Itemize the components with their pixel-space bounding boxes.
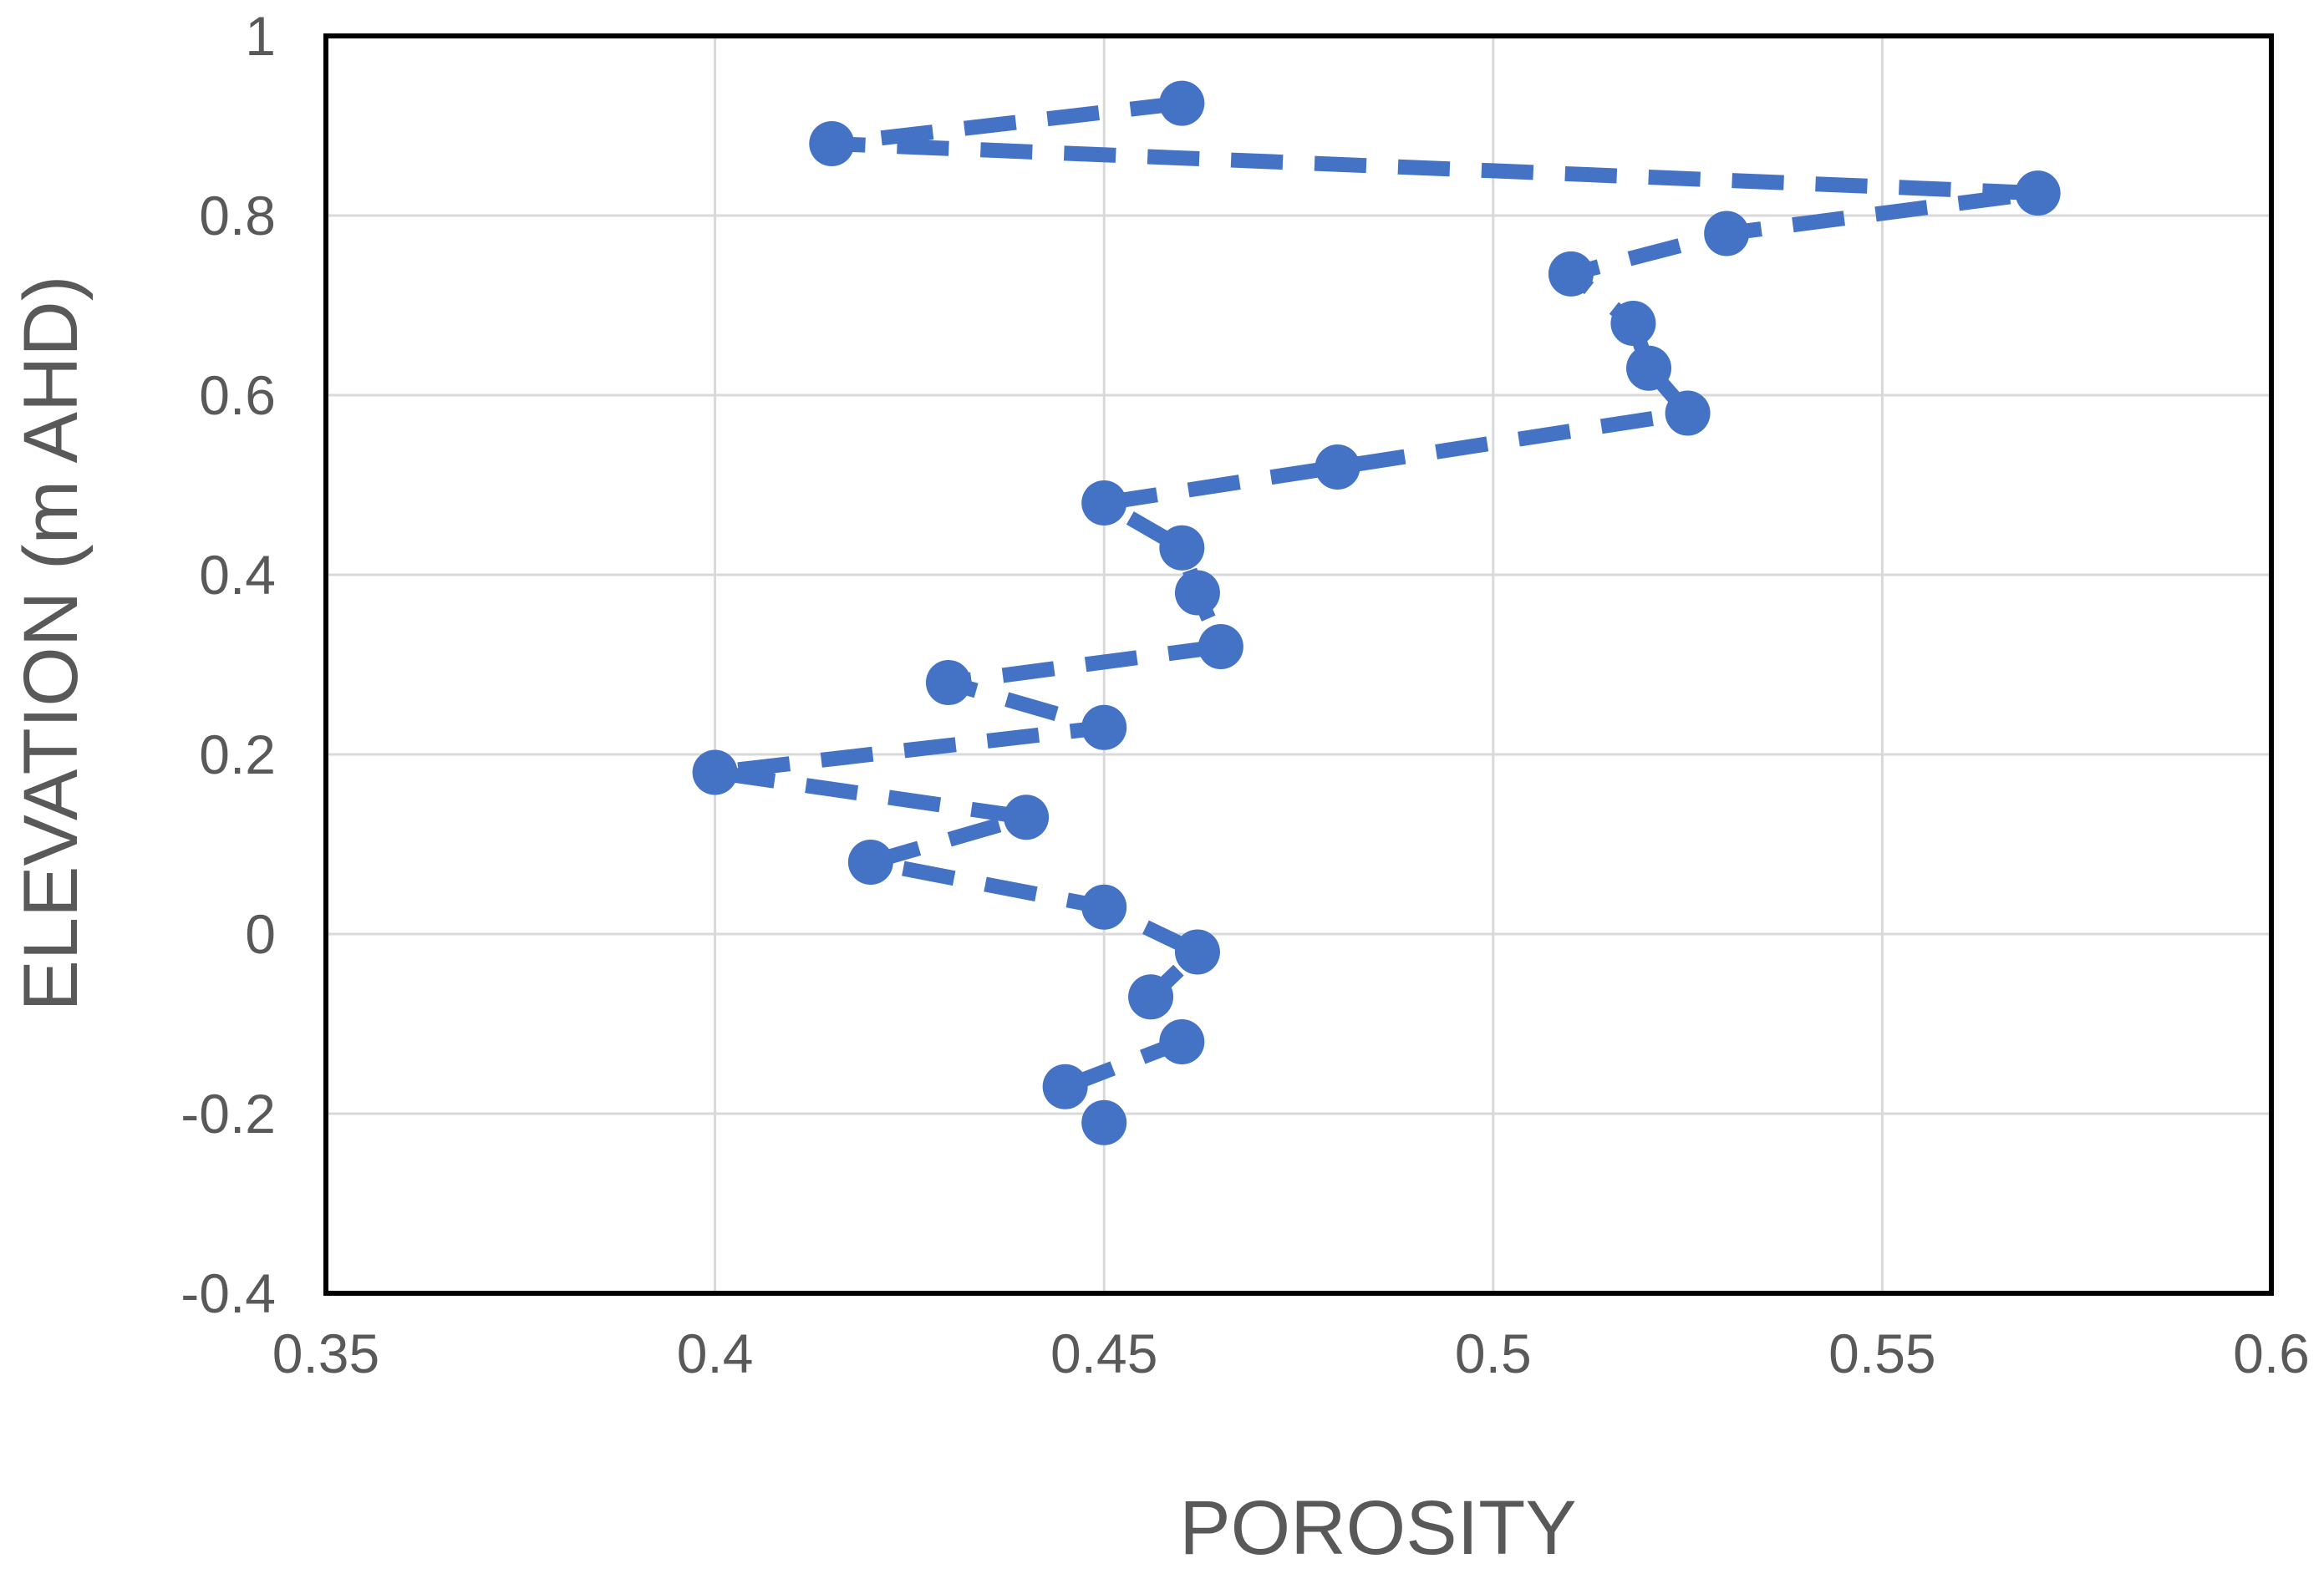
y-tick-label: -0.2 xyxy=(181,1083,276,1145)
data-point xyxy=(1704,211,1750,256)
x-tick-label: 0.45 xyxy=(1050,1323,1157,1384)
data-point xyxy=(1159,525,1205,571)
data-point xyxy=(1198,624,1243,669)
x-tick-label: 0.6 xyxy=(2233,1323,2310,1384)
x-tick-label: 0.4 xyxy=(677,1323,754,1384)
data-point xyxy=(692,749,738,795)
data-point xyxy=(1174,929,1220,975)
x-tick-label: 0.35 xyxy=(272,1323,379,1384)
data-point xyxy=(1042,1064,1088,1109)
data-point xyxy=(1159,80,1205,126)
y-tick-label: 1 xyxy=(245,5,276,67)
y-tick-label: -0.4 xyxy=(181,1262,276,1324)
data-point xyxy=(1610,301,1656,346)
series-group xyxy=(692,80,2061,1145)
data-point xyxy=(1081,884,1127,930)
y-tick-label: 0.8 xyxy=(199,185,276,246)
x-tick-label: 0.5 xyxy=(1455,1323,1532,1384)
series-line xyxy=(714,95,2039,1129)
y-tick-label: 0.2 xyxy=(199,723,276,785)
data-point xyxy=(1626,345,1672,391)
data-point xyxy=(925,660,971,705)
x-tick-label: 0.55 xyxy=(1828,1323,1935,1384)
y-tick-label: 0.4 xyxy=(199,544,276,606)
data-point xyxy=(1315,444,1360,490)
data-point xyxy=(1665,390,1711,436)
data-point xyxy=(1004,795,1050,840)
data-point xyxy=(847,840,893,885)
x-axis-ticks: 0.35 0.4 0.45 0.5 0.55 0.6 xyxy=(272,1323,2310,1384)
y-axis-ticks: 1 0.8 0.6 0.4 0.2 0 -0.2 -0.4 xyxy=(181,5,276,1324)
data-point xyxy=(1548,251,1594,297)
data-point xyxy=(1174,570,1220,616)
data-point xyxy=(1159,1019,1205,1064)
data-point xyxy=(809,121,855,166)
grid-lines xyxy=(324,34,2273,1295)
data-point xyxy=(1081,480,1127,525)
data-point xyxy=(1081,1099,1127,1145)
plot-area-frame xyxy=(323,33,2274,1296)
y-tick-label: 0 xyxy=(245,903,276,965)
x-axis-title: POROSITY xyxy=(1179,1485,1576,1571)
data-point xyxy=(2015,170,2061,216)
y-axis-title: ELEVATION (m AHD) xyxy=(8,276,94,1012)
data-point xyxy=(1128,974,1174,1020)
y-tick-label: 0.6 xyxy=(199,364,276,426)
data-point xyxy=(1081,704,1127,750)
